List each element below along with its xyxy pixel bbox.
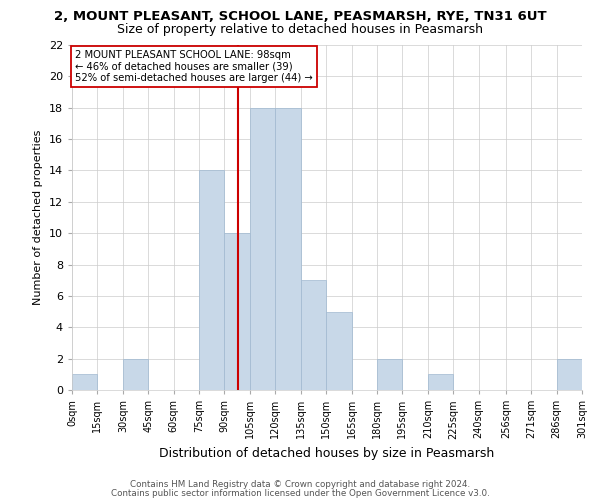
Text: Size of property relative to detached houses in Peasmarsh: Size of property relative to detached ho… xyxy=(117,22,483,36)
Bar xyxy=(557,358,582,390)
Text: Contains public sector information licensed under the Open Government Licence v3: Contains public sector information licen… xyxy=(110,489,490,498)
Bar xyxy=(123,358,148,390)
Bar xyxy=(224,233,250,390)
Bar xyxy=(326,312,352,390)
Text: Contains HM Land Registry data © Crown copyright and database right 2024.: Contains HM Land Registry data © Crown c… xyxy=(130,480,470,489)
Bar xyxy=(377,358,403,390)
Text: 2 MOUNT PLEASANT SCHOOL LANE: 98sqm
← 46% of detached houses are smaller (39)
52: 2 MOUNT PLEASANT SCHOOL LANE: 98sqm ← 46… xyxy=(76,50,313,83)
Bar xyxy=(72,374,97,390)
Bar xyxy=(428,374,453,390)
Y-axis label: Number of detached properties: Number of detached properties xyxy=(33,130,43,305)
Bar xyxy=(275,108,301,390)
Text: 2, MOUNT PLEASANT, SCHOOL LANE, PEASMARSH, RYE, TN31 6UT: 2, MOUNT PLEASANT, SCHOOL LANE, PEASMARS… xyxy=(53,10,547,23)
Bar xyxy=(301,280,326,390)
Bar xyxy=(199,170,224,390)
Bar xyxy=(250,108,275,390)
X-axis label: Distribution of detached houses by size in Peasmarsh: Distribution of detached houses by size … xyxy=(160,447,494,460)
